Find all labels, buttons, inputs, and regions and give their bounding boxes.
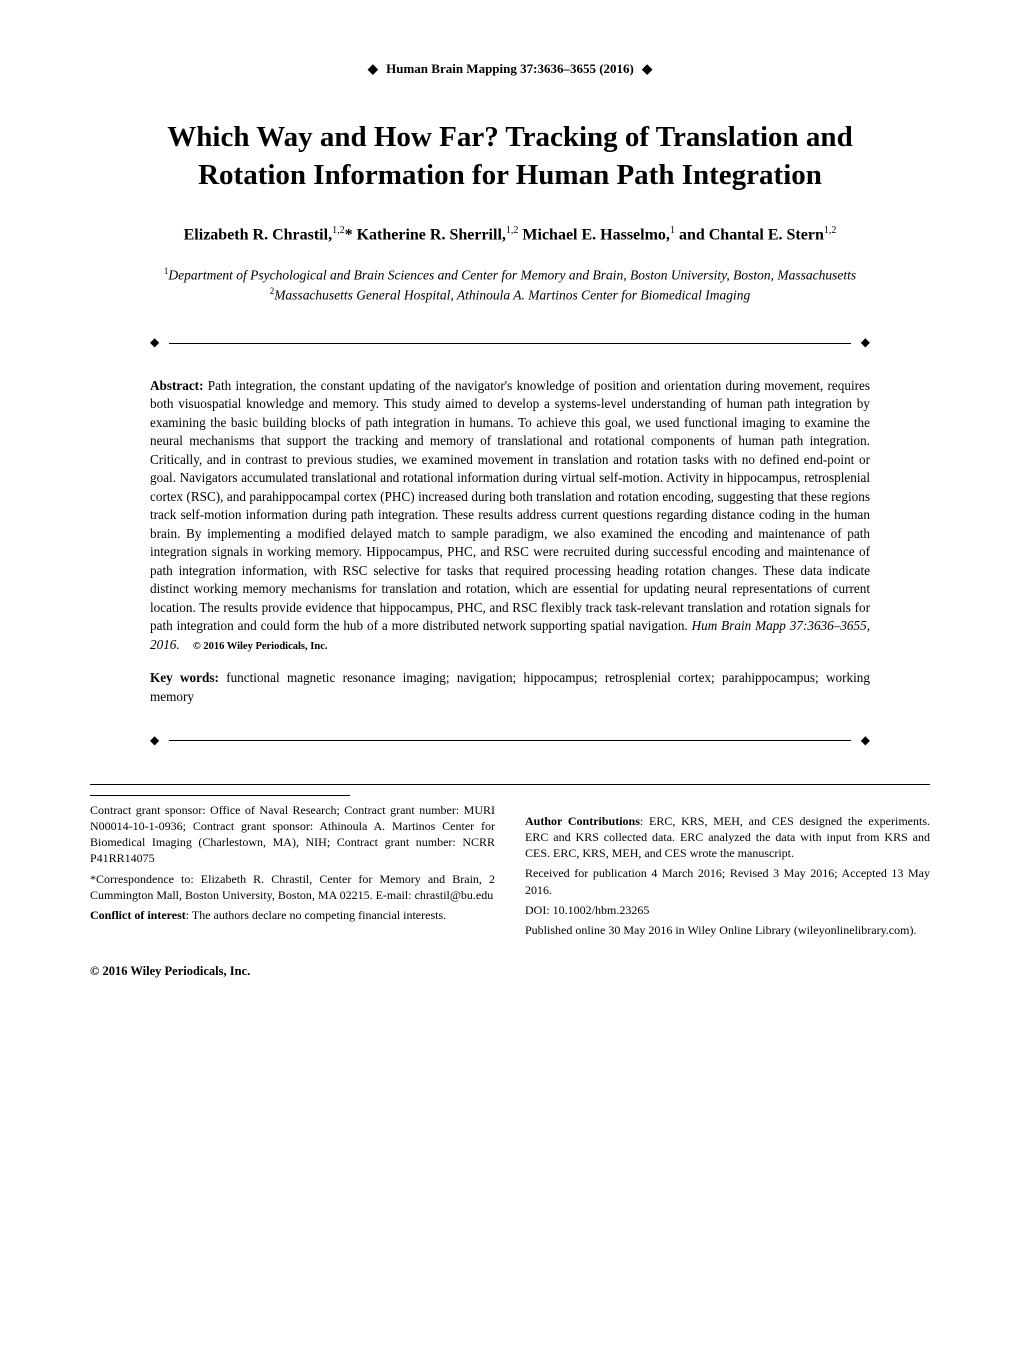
- footer-right-column: Author Contributions: ERC, KRS, MEH, and…: [525, 795, 930, 942]
- correspondence-info: *Correspondence to: Elizabeth R. Chrasti…: [90, 871, 495, 903]
- diamond-icon: ◆: [150, 732, 159, 749]
- horizontal-rule: [169, 343, 851, 344]
- publication-dates: Received for publication 4 March 2016; R…: [525, 865, 930, 897]
- journal-header: ◆ Human Brain Mapping 37:3636–3655 (2016…: [90, 60, 930, 79]
- keywords-block: Key words: functional magnetic resonance…: [150, 668, 870, 706]
- abstract-label: Abstract:: [150, 378, 203, 393]
- bottom-copyright: © 2016 Wiley Periodicals, Inc.: [90, 962, 930, 980]
- published-online: Published online 30 May 2016 in Wiley On…: [525, 922, 930, 938]
- article-title: Which Way and How Far? Tracking of Trans…: [150, 119, 870, 194]
- affiliation-text: Massachusetts General Hospital, Athinoul…: [274, 287, 750, 302]
- keywords-label: Key words:: [150, 670, 219, 685]
- conflict-statement: Conflict of interest: The authors declar…: [90, 907, 495, 923]
- doi: DOI: 10.1002/hbm.23265: [525, 902, 930, 918]
- affiliation-text: Department of Psychological and Brain Sc…: [168, 267, 856, 282]
- abstract-block: Abstract: Path integration, the constant…: [150, 377, 870, 707]
- diamond-icon: ◆: [861, 334, 870, 351]
- conflict-label: Conflict of interest: [90, 908, 186, 922]
- abstract-body: Path integration, the constant updating …: [150, 378, 870, 633]
- bottom-rule: ◆ ◆: [150, 732, 870, 749]
- top-rule: ◆ ◆: [150, 334, 870, 351]
- diamond-icon: ◆: [861, 732, 870, 749]
- footer-left-column: Contract grant sponsor: Office of Naval …: [90, 795, 495, 942]
- contrib-label: Author Contributions: [525, 814, 640, 828]
- conflict-text: : The authors declare no competing finan…: [186, 908, 446, 922]
- journal-citation: Human Brain Mapping 37:3636–3655 (2016): [386, 61, 634, 76]
- footer-divider: [90, 784, 930, 785]
- diamond-icon: ◆: [368, 61, 378, 76]
- footer-short-rule: [90, 795, 350, 796]
- authors-block: Elizabeth R. Chrastil,1,2* Katherine R. …: [140, 224, 880, 247]
- abstract-copyright: © 2016 Wiley Periodicals, Inc.: [193, 641, 328, 652]
- author-contributions: Author Contributions: ERC, KRS, MEH, and…: [525, 813, 930, 862]
- grant-info: Contract grant sponsor: Office of Naval …: [90, 802, 495, 867]
- horizontal-rule: [169, 740, 851, 741]
- abstract-text: Abstract: Path integration, the constant…: [150, 377, 870, 654]
- footer-columns: Contract grant sponsor: Office of Naval …: [90, 795, 930, 942]
- keywords-body: functional magnetic resonance imaging; n…: [150, 670, 870, 704]
- diamond-icon: ◆: [150, 334, 159, 351]
- diamond-icon: ◆: [642, 61, 652, 76]
- affiliations-block: 1Department of Psychological and Brain S…: [160, 265, 860, 304]
